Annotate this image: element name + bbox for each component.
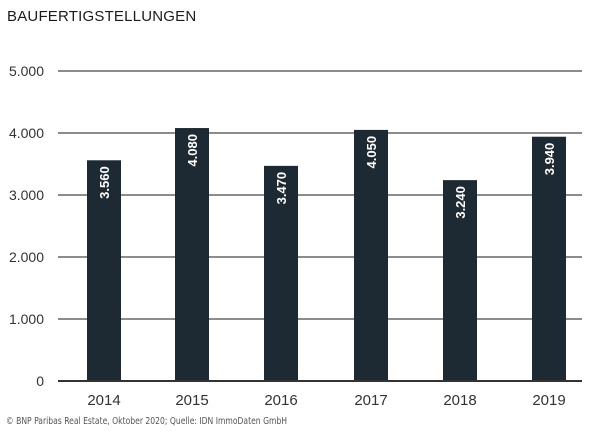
y-tick-label: 5.000 xyxy=(9,63,44,79)
chart-title: BAUFERTIGSTELLUNGEN xyxy=(7,8,197,25)
data-label: 3.240 xyxy=(453,186,468,219)
data-label: 4.050 xyxy=(364,136,379,169)
x-tick-label: 2017 xyxy=(354,392,387,409)
bar xyxy=(264,165,298,380)
data-label: 3.560 xyxy=(97,166,112,199)
bar xyxy=(354,129,388,380)
x-tick-label: 2015 xyxy=(175,392,208,409)
bar xyxy=(532,136,566,380)
data-label: 3.470 xyxy=(274,172,289,205)
x-tick-label: 2014 xyxy=(87,392,120,409)
y-tick-label: 1.000 xyxy=(9,311,44,327)
source-note: © BNP Paribas Real Estate, Oktober 2020;… xyxy=(6,416,288,427)
y-tick-label: 4.000 xyxy=(9,125,44,141)
x-tick-label: 2019 xyxy=(532,392,565,409)
bar xyxy=(443,180,477,380)
bar xyxy=(87,160,121,380)
x-tick-label: 2018 xyxy=(443,392,476,409)
data-label: 4.080 xyxy=(185,134,200,167)
bar xyxy=(175,128,209,380)
data-label: 3.940 xyxy=(542,143,557,176)
y-tick-label: 2.000 xyxy=(9,249,44,265)
y-tick-label: 3.000 xyxy=(9,187,44,203)
y-tick-label: 0 xyxy=(36,373,44,389)
x-tick-label: 2016 xyxy=(264,392,297,409)
